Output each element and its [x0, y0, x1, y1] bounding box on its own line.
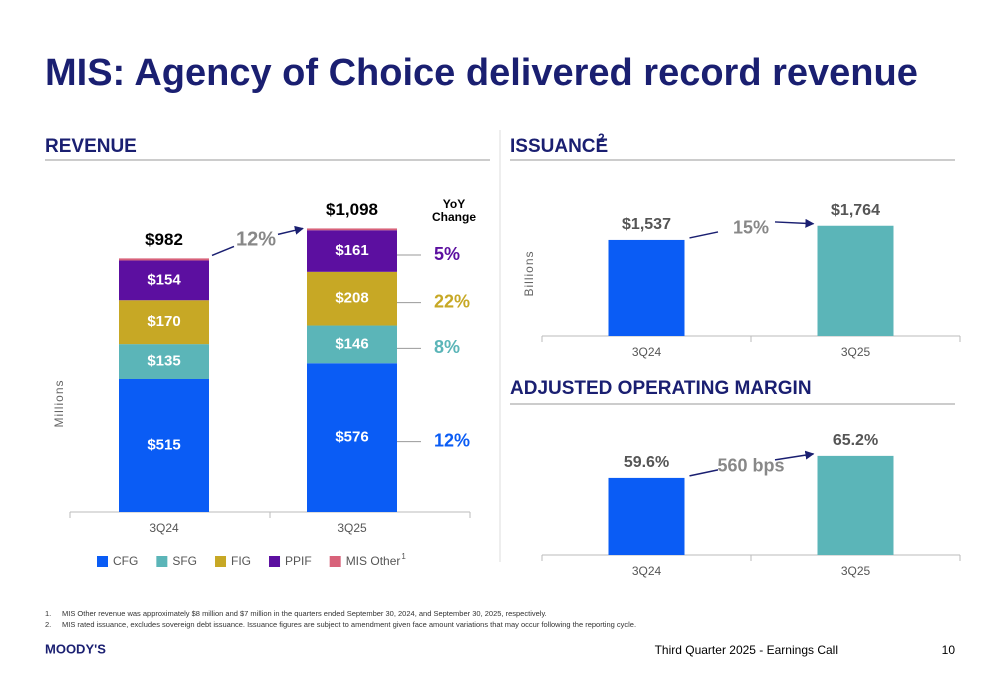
total-label: $1,098: [326, 200, 378, 219]
footer-event: Third Quarter 2025 - Earnings Call: [655, 643, 838, 657]
total-label: $982: [145, 230, 183, 249]
section-title: ISSUANCE: [510, 136, 608, 157]
annotation-arrow: [774, 218, 815, 228]
bar: [817, 455, 894, 555]
slide-title: MIS: Agency of Choice delivered record r…: [45, 52, 918, 94]
legend-swatch: [269, 556, 281, 567]
yoy-label: 22%: [434, 291, 470, 311]
x-tick-label: 3Q24: [149, 521, 179, 535]
yoy-label: 5%: [434, 244, 460, 264]
bar-segment: [307, 363, 397, 512]
logo: MOODY'S: [45, 641, 106, 656]
page-number: 10: [942, 643, 956, 657]
value-label: 65.2%: [833, 432, 878, 449]
y-axis-label: Billions: [522, 250, 536, 296]
legend-label: MIS Other: [346, 554, 401, 568]
legend-label: PPIF: [285, 554, 312, 568]
annotation-arrow: [689, 469, 719, 477]
bar: [608, 477, 685, 555]
bar-segment: [119, 378, 209, 512]
x-tick-label: 3Q24: [632, 345, 662, 359]
x-tick-label: 3Q24: [632, 564, 662, 578]
footnote-num: 2.: [45, 620, 51, 629]
legend-label: FIG: [231, 554, 251, 568]
bar: [817, 225, 894, 336]
legend-swatch: [215, 556, 227, 567]
change-label: 12%: [236, 229, 276, 251]
value-label: $170: [147, 313, 180, 330]
change-label: 15%: [733, 218, 769, 238]
change-label: 560 bps: [717, 456, 784, 476]
yoy-label: 8%: [434, 337, 460, 357]
yoy-header: YoY: [443, 197, 465, 211]
x-tick-label: 3Q25: [337, 521, 367, 535]
bar-segment: [307, 271, 397, 326]
value-label: $154: [147, 271, 181, 288]
value-label: $208: [335, 290, 368, 307]
value-label: $1,764: [831, 202, 880, 219]
value-label: 59.6%: [624, 454, 669, 471]
value-label: $146: [335, 335, 368, 352]
legend-note: 1: [401, 552, 406, 561]
value-label: $576: [335, 429, 368, 446]
footnote: MIS Other revenue was approximately $8 m…: [62, 609, 547, 618]
value-label: $161: [335, 242, 368, 259]
footnote: MIS rated issuance, excludes sovereign d…: [62, 620, 636, 629]
bar-segment: [307, 228, 397, 231]
yoy-label: 12%: [434, 430, 470, 450]
annotation-arrow: [211, 245, 235, 257]
value-label: $135: [147, 353, 180, 370]
legend-swatch: [329, 556, 341, 567]
x-tick-label: 3Q25: [841, 345, 871, 359]
legend-label: CFG: [113, 554, 138, 568]
value-label: $1,537: [622, 216, 671, 233]
bar-segment: [119, 300, 209, 345]
legend-label: SFG: [172, 554, 197, 568]
annotation-arrow: [277, 225, 304, 236]
bar-segment: [307, 230, 397, 272]
y-axis-label: Millions: [52, 379, 66, 427]
bar-segment: [119, 258, 209, 261]
legend-swatch: [97, 556, 108, 567]
annotation-arrow: [774, 450, 815, 461]
bar-segment: [119, 260, 209, 301]
x-tick-label: 3Q25: [841, 564, 871, 578]
legend-swatch: [156, 556, 168, 567]
yoy-header: Change: [432, 210, 476, 224]
footnote-num: 1.: [45, 609, 51, 618]
section-title: REVENUE: [45, 136, 137, 157]
value-label: $515: [147, 436, 180, 453]
annotation-arrow: [689, 231, 719, 239]
section-title: ADJUSTED OPERATING MARGIN: [510, 378, 812, 399]
title-note: 2: [598, 131, 605, 145]
bar-segment: [119, 344, 209, 379]
bar-segment: [307, 325, 397, 364]
bar: [608, 239, 685, 336]
